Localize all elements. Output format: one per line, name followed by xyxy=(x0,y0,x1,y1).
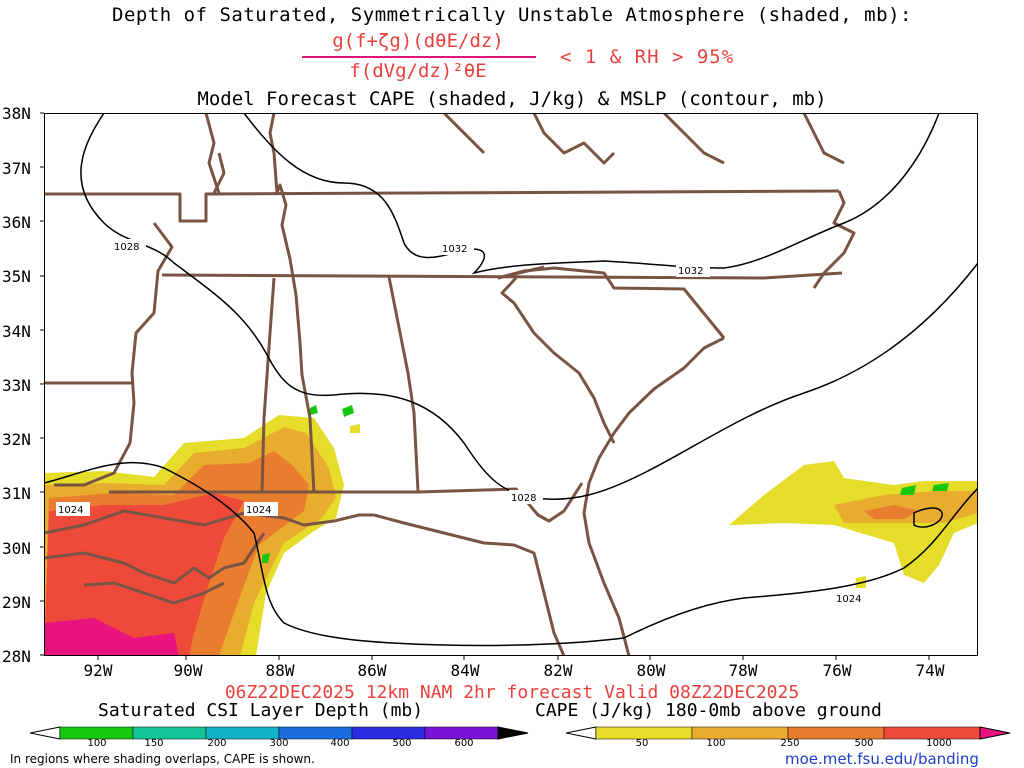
csi-tick: 600 xyxy=(454,738,474,749)
csi-colorbar-label: Saturated CSI Layer Depth (mb) xyxy=(98,700,424,721)
cape-shading xyxy=(44,405,978,656)
colorbar-end xyxy=(30,726,61,740)
csi-tick: 400 xyxy=(330,738,350,749)
lon-label: 82W xyxy=(543,661,573,680)
contour-label: 1024 xyxy=(836,594,861,605)
lat-label: 36N xyxy=(2,213,31,232)
colorbar-end xyxy=(566,726,597,740)
formula-condition: < 1 & RH > 95% xyxy=(560,46,735,68)
contour-label: 1028 xyxy=(114,242,139,253)
cape-colorbar xyxy=(566,726,1011,740)
lat-label: 35N xyxy=(2,267,31,286)
lon-label: 92W xyxy=(83,661,113,680)
contour-label: 1028 xyxy=(511,493,536,504)
cape-tick: 250 xyxy=(780,738,800,749)
lat-label: 31N xyxy=(2,484,31,503)
valid-time: 06Z22DEC2025 12km NAM 2hr forecast Valid… xyxy=(224,682,800,703)
cape-tick: 100 xyxy=(706,738,726,749)
lon-label: 88W xyxy=(265,661,295,680)
lat-label: 32N xyxy=(2,430,31,449)
source-link[interactable]: moe.met.fsu.edu/banding xyxy=(785,750,979,768)
colorbar-end xyxy=(979,726,1011,740)
lat-label: 29N xyxy=(2,593,31,612)
contour-label: 1024 xyxy=(246,505,271,516)
contour-label: 1032 xyxy=(442,244,467,255)
contour-labels: 1028 1032 1032 1028 1024 1024 1024 xyxy=(56,239,868,605)
map-subtitle: Model Forecast CAPE (shaded, J/kg) & MSL… xyxy=(197,88,827,110)
forecast-map: 1028 1032 1032 1028 1024 1024 1024 xyxy=(44,113,978,656)
lon-label: 86W xyxy=(357,661,387,680)
lat-label: 28N xyxy=(2,647,31,666)
csi-colorbar xyxy=(30,726,529,740)
cape-tick: 1000 xyxy=(926,738,952,749)
lon-label: 90W xyxy=(173,661,203,680)
lat-label: 37N xyxy=(2,159,31,178)
cape-tick: 500 xyxy=(854,738,874,749)
formula-numerator: g(f+ζg)(dθE/dz) xyxy=(332,30,504,52)
csi-tick: 100 xyxy=(87,738,107,749)
lat-label: 38N xyxy=(2,104,31,123)
map-frame xyxy=(44,113,978,656)
lon-label: 74W xyxy=(915,661,945,680)
cape-tick: 50 xyxy=(635,738,649,749)
lon-label: 80W xyxy=(636,661,666,680)
contour-label: 1024 xyxy=(58,505,83,516)
map-title: Depth of Saturated, Symmetrically Unstab… xyxy=(112,4,912,26)
lat-label: 30N xyxy=(2,539,31,558)
lat-label: 34N xyxy=(2,322,31,341)
colorbar-end xyxy=(497,726,529,740)
lat-label: 33N xyxy=(2,376,31,395)
formula-fraction-bar xyxy=(302,56,536,58)
contour-label: 1032 xyxy=(678,266,703,277)
overlap-note: In regions where shading overlaps, CAPE … xyxy=(10,752,315,766)
csi-tick: 500 xyxy=(392,738,412,749)
lon-label: 78W xyxy=(728,661,758,680)
cape-colorbar-label: CAPE (J/kg) 180-0mb above ground xyxy=(535,700,882,721)
lon-label: 84W xyxy=(450,661,480,680)
lon-label: 76W xyxy=(822,661,852,680)
formula-denominator: f(dVg/dz)²θE xyxy=(349,60,487,82)
csi-tick: 200 xyxy=(207,738,227,749)
csi-tick: 150 xyxy=(144,738,164,749)
state-borders xyxy=(44,113,856,656)
csi-tick: 300 xyxy=(269,738,289,749)
